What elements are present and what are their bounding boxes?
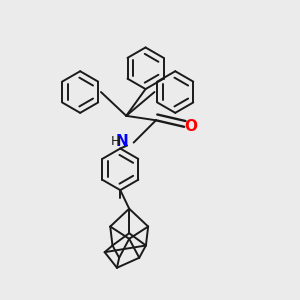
Text: O: O	[184, 119, 197, 134]
Text: H: H	[110, 135, 120, 148]
Text: N: N	[116, 134, 129, 148]
